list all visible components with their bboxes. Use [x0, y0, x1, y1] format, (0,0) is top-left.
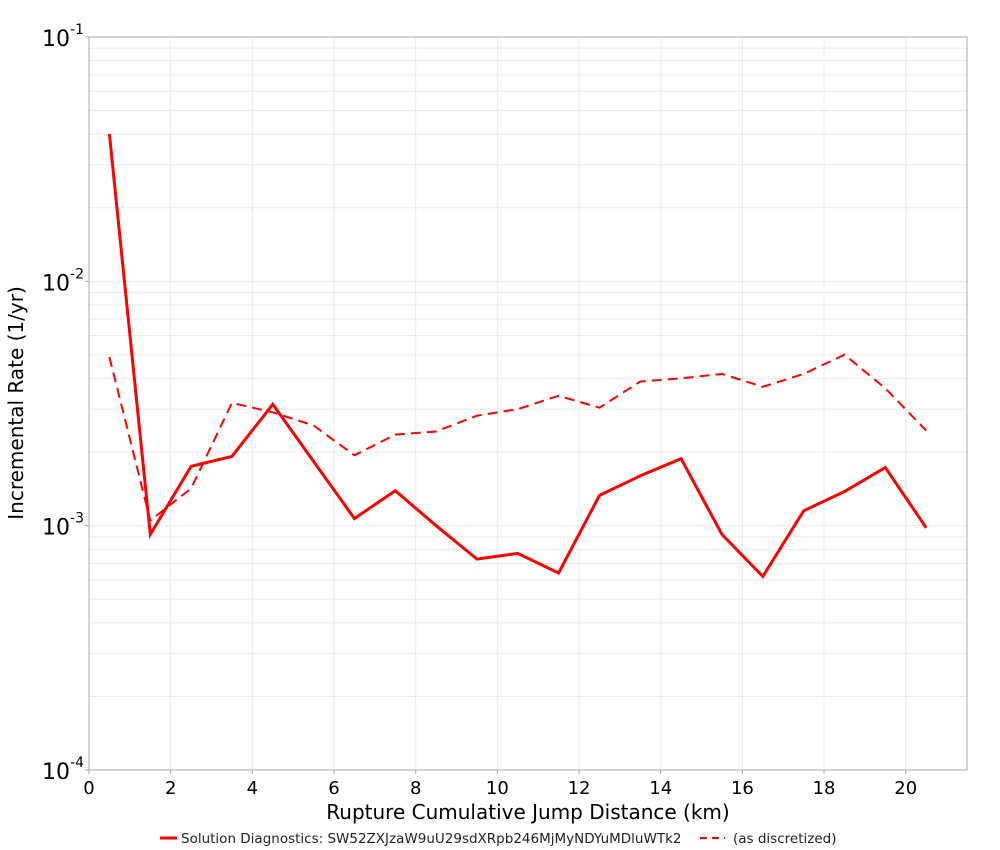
x-tick-label: 20 — [894, 778, 917, 799]
y-tick-label: 10-2 — [42, 266, 84, 296]
plot-area — [88, 36, 968, 771]
y-axis-ticks: 10-1 10-2 10-3 10-4 — [42, 22, 89, 785]
x-tick-label: 12 — [568, 778, 591, 799]
series-line-solution — [107, 133, 928, 579]
grid-lines — [89, 37, 967, 770]
x-tick-label: 4 — [247, 778, 258, 799]
x-tick-label: 2 — [165, 778, 176, 799]
y-tick-label: 10-4 — [42, 755, 84, 785]
x-axis-title: Rupture Cumulative Jump Distance (km) — [326, 800, 729, 824]
series-layer — [107, 133, 928, 579]
legend: Solution Diagnostics: SW52ZXJzaW9uU29sdX… — [160, 831, 836, 847]
series-line-discretized — [108, 353, 927, 523]
x-tick-label: 14 — [649, 778, 672, 799]
x-tick-label: 0 — [83, 778, 94, 799]
y-tick-label: 10-1 — [42, 22, 84, 52]
x-tick-label: 18 — [813, 778, 836, 799]
y-axis-title: Incremental Rate (1/yr) — [4, 286, 28, 519]
x-tick-label: 8 — [410, 778, 421, 799]
y-tick-label: 10-3 — [42, 511, 84, 541]
x-tick-label: 10 — [486, 778, 509, 799]
legend-label-solution: Solution Diagnostics: SW52ZXJzaW9uU29sdX… — [181, 831, 681, 847]
x-tick-label: 16 — [731, 778, 754, 799]
x-axis-ticks: 0 2 4 6 8 10 12 14 16 18 20 — [83, 770, 917, 799]
legend-label-discretized: (as discretized) — [733, 831, 836, 847]
x-tick-label: 6 — [328, 778, 339, 799]
